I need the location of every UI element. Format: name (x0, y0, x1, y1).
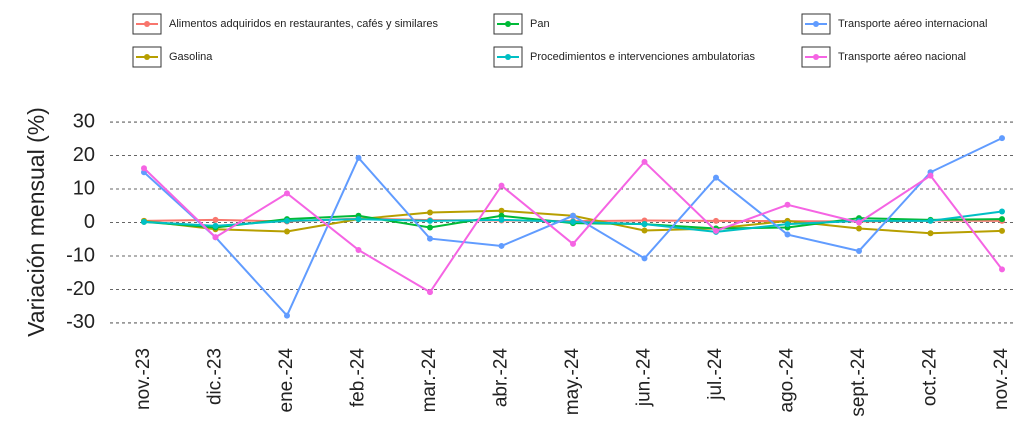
data-point (641, 158, 648, 165)
legend-key-point (144, 54, 150, 60)
data-point (641, 221, 648, 228)
data-point (784, 231, 791, 238)
series-line (143, 160, 1003, 294)
data-point (141, 165, 147, 172)
x-tick-label: nov.-24 (991, 348, 1012, 410)
data-point (927, 230, 934, 237)
data-point (570, 240, 576, 247)
data-point (856, 225, 862, 232)
legend-key-point (144, 21, 150, 27)
data-point (713, 227, 719, 234)
x-tick-label: sept.-24 (848, 348, 869, 417)
data-point (355, 246, 362, 253)
data-point (999, 135, 1005, 142)
data-point (927, 217, 934, 224)
data-point (212, 222, 219, 229)
data-point (498, 182, 505, 189)
x-tick-label: oct.-24 (920, 348, 941, 407)
y-tick-label: -10 (66, 244, 95, 266)
x-tick-label: may.-24 (562, 348, 583, 416)
data-point (284, 228, 290, 235)
data-point (498, 242, 505, 249)
data-point (713, 174, 719, 181)
data-point (498, 207, 505, 214)
legend-label: Gasolina (169, 51, 213, 63)
data-point (999, 227, 1005, 234)
data-point (927, 172, 934, 179)
data-point (999, 216, 1005, 223)
data-point (284, 217, 290, 224)
data-point (284, 190, 290, 197)
data-point (641, 255, 648, 262)
data-point (427, 235, 433, 242)
legend-key-point (813, 54, 819, 60)
y-tick-label: -30 (66, 311, 95, 333)
legend-label: Transporte aéreo nacional (838, 51, 966, 63)
x-tick-label: ago.-24 (777, 348, 798, 413)
data-point (427, 217, 433, 224)
data-point (355, 216, 362, 223)
x-tick-label: abr.-24 (491, 348, 512, 408)
y-axis-label: Variación mensual (%) (23, 107, 49, 337)
data-point (570, 218, 576, 225)
data-point (141, 218, 147, 225)
legend-label: Alimentos adquiridos en restaurantes, ca… (169, 18, 439, 30)
data-point (498, 216, 505, 223)
x-tick-label: dic.-23 (205, 348, 226, 405)
y-tick-label: 20 (73, 144, 95, 166)
y-tick-label: -20 (66, 278, 95, 300)
x-tick-label: feb.-24 (348, 348, 369, 408)
y-tick-label: 30 (73, 110, 95, 132)
data-point (641, 227, 648, 234)
legend-label: Procedimientos e intervenciones ambulato… (530, 51, 756, 63)
data-point (784, 201, 791, 208)
legend-label: Transporte aéreo internacional (838, 18, 987, 30)
x-tick-label: nov.-23 (133, 348, 154, 410)
data-point (427, 224, 433, 231)
data-point (355, 154, 362, 161)
data-point (212, 216, 219, 223)
x-tick-label: ene.-24 (276, 348, 297, 413)
data-point (856, 219, 862, 226)
legend-key-point (813, 21, 819, 27)
data-point (212, 234, 219, 241)
legend-key-point (505, 21, 511, 27)
data-point (999, 266, 1005, 273)
series-line (143, 137, 1003, 318)
data-point (713, 217, 719, 224)
data-point (999, 208, 1005, 215)
data-point (284, 312, 290, 319)
y-tick-label: 0 (84, 211, 95, 233)
data-point (427, 289, 433, 296)
data-point (856, 247, 862, 254)
legend-label: Pan (530, 18, 550, 30)
x-tick-label: jul.-24 (705, 348, 726, 401)
legend-key-point (505, 54, 511, 60)
data-point (784, 221, 791, 228)
data-point (427, 209, 433, 216)
x-tick-label: jun.-24 (634, 348, 655, 408)
y-tick-label: 10 (73, 177, 95, 199)
data-point (570, 212, 576, 219)
x-tick-label: mar.-24 (419, 348, 440, 413)
